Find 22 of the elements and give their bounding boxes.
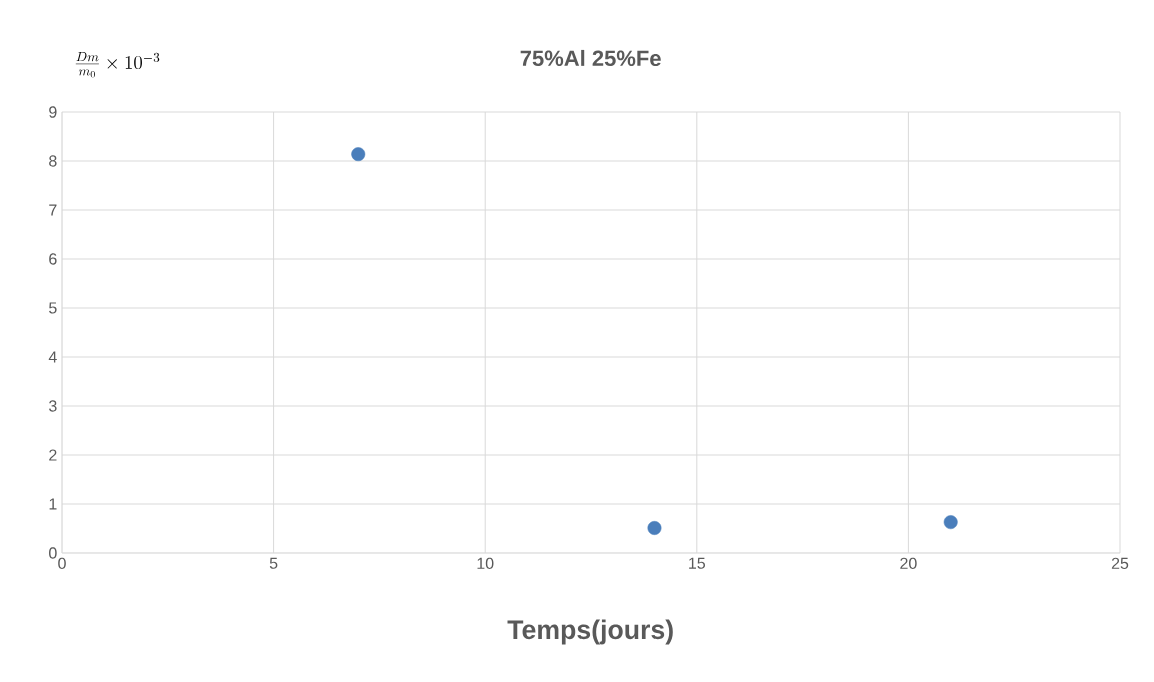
x-tick-label: 10 — [477, 557, 494, 570]
chart-title: 75%Al 25%Fe — [520, 49, 661, 67]
y-tick-label: 2 — [49, 449, 57, 461]
x-tick-label: 25 — [1111, 557, 1129, 570]
y-tick-label: 0 — [49, 547, 57, 559]
y-tick-label: 6 — [49, 253, 57, 265]
point — [647, 521, 662, 535]
y-tick-label: 5 — [49, 302, 57, 314]
point — [351, 147, 366, 162]
x-tick-label: 5 — [269, 557, 278, 569]
point — [943, 515, 958, 530]
y-tick-label: 3 — [49, 400, 57, 412]
y-tick-label: 1 — [49, 498, 57, 510]
y-tick-label: 4 — [48, 351, 57, 363]
x-tick-label: 0 — [58, 557, 66, 570]
x-tick-label: 20 — [900, 557, 917, 570]
x-axis-title: Temps(jours) — [507, 619, 673, 645]
y-axis-title: $\frac{Dm}{m_0}\times 10^{-3}$ — [75, 52, 160, 78]
y-tick-label: 7 — [49, 204, 57, 216]
x-tick-label: 15 — [689, 557, 706, 569]
y-tick-label: 8 — [49, 155, 57, 167]
y-tick-label: 9 — [49, 106, 57, 118]
